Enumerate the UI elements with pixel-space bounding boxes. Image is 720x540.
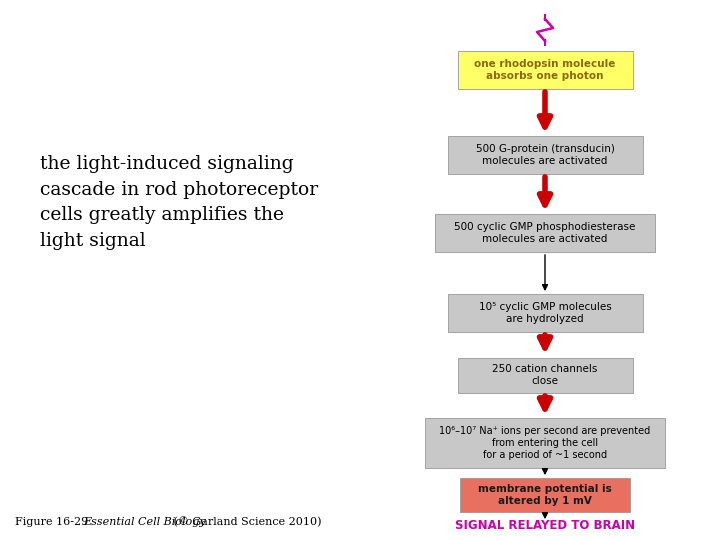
Text: Figure 16-29: Figure 16-29 bbox=[15, 517, 95, 527]
Text: 250 cation channels
close: 250 cation channels close bbox=[492, 364, 598, 386]
Text: 10⁵ cyclic GMP molecules
are hydrolyzed: 10⁵ cyclic GMP molecules are hydrolyzed bbox=[479, 302, 611, 324]
Text: membrane potential is
altered by 1 mV: membrane potential is altered by 1 mV bbox=[478, 484, 612, 506]
Text: one rhodopsin molecule
absorbs one photon: one rhodopsin molecule absorbs one photo… bbox=[474, 59, 616, 81]
Text: SIGNAL RELAYED TO BRAIN: SIGNAL RELAYED TO BRAIN bbox=[455, 519, 635, 532]
FancyBboxPatch shape bbox=[435, 214, 655, 252]
Text: 500 cyclic GMP phosphodiesterase
molecules are activated: 500 cyclic GMP phosphodiesterase molecul… bbox=[454, 222, 636, 244]
Text: the light-induced signaling
cascade in rod photoreceptor
cells greatly amplifies: the light-induced signaling cascade in r… bbox=[40, 155, 318, 250]
FancyBboxPatch shape bbox=[457, 357, 632, 393]
FancyBboxPatch shape bbox=[448, 294, 642, 332]
FancyBboxPatch shape bbox=[448, 136, 642, 174]
FancyBboxPatch shape bbox=[460, 478, 630, 512]
Text: 10⁶–10⁷ Na⁺ ions per second are prevented
from entering the cell
for a period of: 10⁶–10⁷ Na⁺ ions per second are prevente… bbox=[439, 427, 651, 460]
Text: (© Garland Science 2010): (© Garland Science 2010) bbox=[170, 516, 322, 527]
Text: Essential Cell Biology: Essential Cell Biology bbox=[83, 517, 206, 527]
FancyBboxPatch shape bbox=[425, 418, 665, 468]
Text: 500 G-protein (transducin)
molecules are activated: 500 G-protein (transducin) molecules are… bbox=[476, 144, 614, 166]
FancyBboxPatch shape bbox=[457, 51, 632, 89]
